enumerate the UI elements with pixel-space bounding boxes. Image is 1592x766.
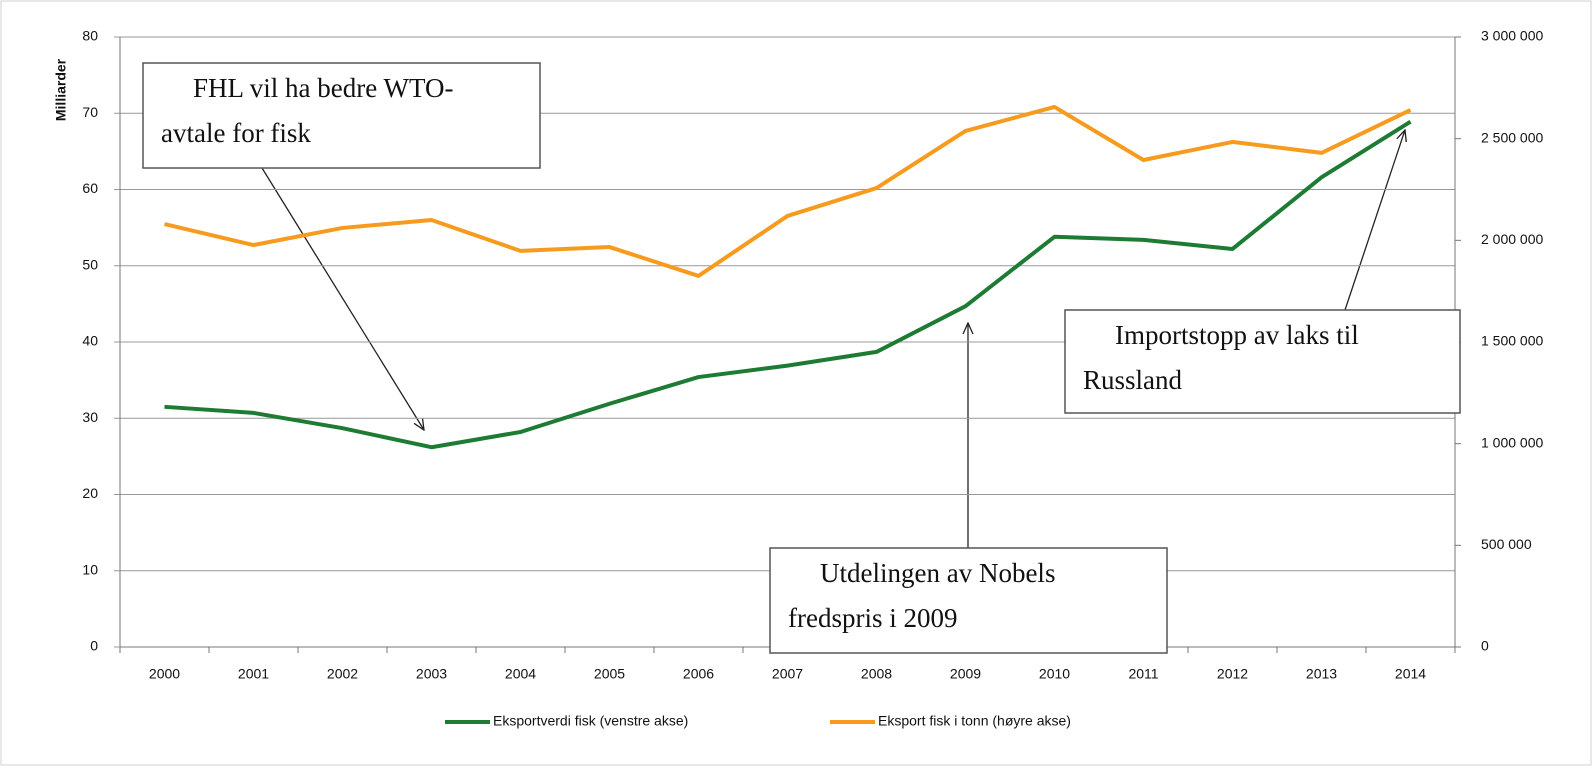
- legend-label: Eksportverdi fisk (venstre akse): [493, 713, 688, 729]
- y-tick-label: 60: [82, 180, 98, 196]
- x-tick-label: 2010: [1039, 666, 1070, 682]
- x-tick-label: 2012: [1217, 666, 1248, 682]
- x-tick-label: 2001: [238, 666, 269, 682]
- annotation-text: fredspris i 2009: [788, 603, 957, 633]
- y-tick-label: 30: [82, 409, 98, 425]
- annotation-text: Russland: [1083, 365, 1183, 395]
- x-tick-label: 2008: [861, 666, 892, 682]
- x-tick-label: 2013: [1306, 666, 1337, 682]
- x-tick-label: 2007: [772, 666, 803, 682]
- y2-tick-label: 500 000: [1481, 536, 1532, 552]
- x-tick-label: 2005: [594, 666, 625, 682]
- arrow: [1344, 130, 1405, 311]
- y-tick-label: 40: [82, 333, 98, 349]
- y2-tick-label: 1 500 000: [1481, 333, 1543, 349]
- series-line: [164, 119, 1412, 450]
- y2-tick-label: 2 500 000: [1481, 129, 1543, 145]
- legend-label: Eksport fisk i tonn (høyre akse): [878, 713, 1071, 729]
- y-tick-label: 50: [82, 256, 98, 272]
- y-tick-label: 80: [82, 28, 98, 44]
- x-tick-label: 2002: [327, 666, 358, 682]
- x-tick-label: 2011: [1128, 666, 1158, 682]
- y-tick-label: 70: [82, 104, 98, 120]
- x-tick-label: 2004: [505, 666, 536, 682]
- annotation-box: [1064, 309, 1461, 414]
- y-tick-label: 20: [82, 485, 98, 501]
- series-line: [164, 104, 1412, 278]
- y2-tick-label: 0: [1481, 638, 1489, 654]
- arrow: [261, 167, 424, 430]
- x-tick-label: 2009: [950, 666, 981, 682]
- x-tick-label: 2000: [149, 666, 180, 682]
- annotation-text: FHL vil ha bedre WTO-: [193, 73, 453, 103]
- annotation-text: Importstopp av laks til: [1115, 320, 1359, 350]
- x-tick-label: 2003: [416, 666, 447, 682]
- y2-tick-label: 3 000 000: [1481, 28, 1543, 44]
- annotation-box: [142, 62, 541, 169]
- annotation-box: [769, 547, 1168, 654]
- annotation-text: Utdelingen av Nobels: [820, 558, 1055, 588]
- x-tick-label: 2006: [683, 666, 714, 682]
- x-tick-label: 2014: [1395, 666, 1426, 682]
- y-tick-label: 0: [90, 638, 98, 654]
- y2-tick-label: 2 000 000: [1481, 231, 1543, 247]
- annotation-text: avtale for fisk: [161, 118, 311, 148]
- y-axis-label: Milliarder: [53, 58, 69, 121]
- y-tick-label: 10: [82, 561, 98, 577]
- y2-tick-label: 1 000 000: [1481, 434, 1543, 450]
